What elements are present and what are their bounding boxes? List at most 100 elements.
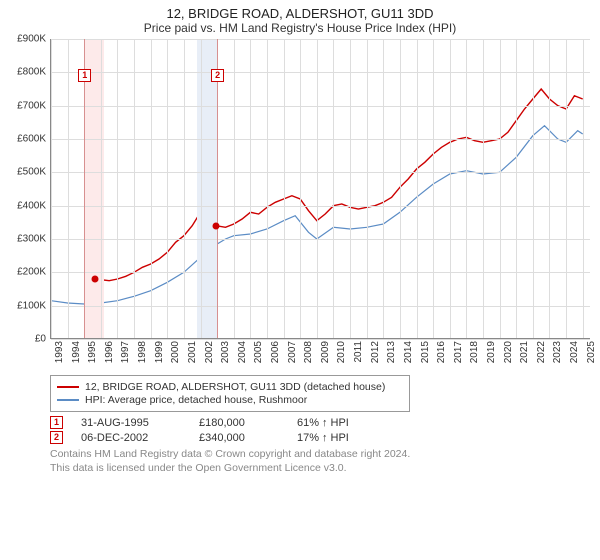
chart-subtitle: Price paid vs. HM Land Registry's House …	[8, 21, 592, 35]
gridline-vertical	[101, 39, 102, 338]
x-axis-label: 2019	[486, 341, 497, 363]
x-axis-label: 2009	[320, 341, 331, 363]
gridline-horizontal	[51, 72, 590, 73]
x-axis-label: 1996	[104, 341, 115, 363]
footer-line-1: Contains HM Land Registry data © Crown c…	[50, 448, 592, 462]
plot-region: 12	[50, 39, 590, 339]
gridline-horizontal	[51, 39, 590, 40]
chart-container: 12, BRIDGE ROAD, ALDERSHOT, GU11 3DD Pri…	[0, 0, 600, 560]
marker-point	[212, 222, 219, 229]
x-axis-label: 2004	[237, 341, 248, 363]
gridline-vertical	[267, 39, 268, 338]
x-axis-label: 2000	[170, 341, 181, 363]
x-axis-label: 2015	[420, 341, 431, 363]
x-axis-label: 1999	[154, 341, 165, 363]
y-axis-label: £100K	[8, 300, 46, 311]
gridline-horizontal	[51, 272, 590, 273]
marker-box: 1	[78, 69, 91, 82]
gridline-vertical	[68, 39, 69, 338]
data-rows: 131-AUG-1995£180,00061%↑HPI206-DEC-2002£…	[8, 416, 592, 444]
x-axis-label: 2016	[436, 341, 447, 363]
x-axis-label: 2025	[586, 341, 597, 363]
gridline-horizontal	[51, 106, 590, 107]
y-axis-label: £0	[8, 334, 46, 345]
x-axis-label: 2003	[220, 341, 231, 363]
x-axis-label: 2020	[503, 341, 514, 363]
gridline-vertical	[234, 39, 235, 338]
x-axis-label: 1993	[54, 341, 65, 363]
x-axis-label: 2010	[336, 341, 347, 363]
x-axis-label: 2005	[253, 341, 264, 363]
line-series-svg	[51, 39, 591, 339]
legend-item: HPI: Average price, detached house, Rush…	[57, 394, 403, 406]
gridline-horizontal	[51, 172, 590, 173]
x-axis-label: 2024	[569, 341, 580, 363]
gridline-vertical	[583, 39, 584, 338]
x-axis-label: 2021	[519, 341, 530, 363]
x-axis-label: 2012	[370, 341, 381, 363]
arrow-up-icon: ↑	[322, 417, 328, 429]
gridline-horizontal	[51, 339, 590, 340]
row-price: £340,000	[199, 432, 279, 444]
x-axis-label: 1995	[87, 341, 98, 363]
x-axis-label: 2022	[536, 341, 547, 363]
marker-box: 2	[211, 69, 224, 82]
gridline-vertical	[350, 39, 351, 338]
series-line	[95, 89, 583, 281]
x-axis-label: 2011	[353, 341, 364, 363]
gridline-horizontal	[51, 139, 590, 140]
legend-item: 12, BRIDGE ROAD, ALDERSHOT, GU11 3DD (de…	[57, 381, 403, 393]
x-axis-label: 1998	[137, 341, 148, 363]
x-axis-label: 2023	[552, 341, 563, 363]
row-hpi-label: HPI	[331, 432, 349, 444]
legend-label: 12, BRIDGE ROAD, ALDERSHOT, GU11 3DD (de…	[85, 381, 385, 393]
row-marker-box: 2	[50, 431, 63, 444]
x-axis-label: 2006	[270, 341, 281, 363]
row-hpi-label: HPI	[331, 417, 349, 429]
legend: 12, BRIDGE ROAD, ALDERSHOT, GU11 3DD (de…	[50, 375, 410, 412]
footer-line-2: This data is licensed under the Open Gov…	[50, 462, 592, 476]
gridline-vertical	[400, 39, 401, 338]
row-date: 06-DEC-2002	[81, 432, 181, 444]
legend-label: HPI: Average price, detached house, Rush…	[85, 394, 307, 406]
x-axis-label: 2017	[453, 341, 464, 363]
gridline-vertical	[317, 39, 318, 338]
gridline-vertical	[151, 39, 152, 338]
gridline-vertical	[250, 39, 251, 338]
x-axis-label: 2013	[386, 341, 397, 363]
chart-area: 12 £0£100K£200K£300K£400K£500K£600K£700K…	[8, 39, 592, 369]
gridline-vertical	[284, 39, 285, 338]
gridline-horizontal	[51, 206, 590, 207]
gridline-vertical	[417, 39, 418, 338]
gridline-vertical	[367, 39, 368, 338]
marker-guide-line	[84, 39, 85, 338]
gridline-vertical	[134, 39, 135, 338]
gridline-vertical	[333, 39, 334, 338]
gridline-vertical	[483, 39, 484, 338]
y-axis-label: £400K	[8, 200, 46, 211]
chart-title: 12, BRIDGE ROAD, ALDERSHOT, GU11 3DD	[8, 6, 592, 21]
row-hpi-pct: 17%	[297, 432, 319, 444]
gridline-vertical	[51, 39, 52, 338]
y-axis-label: £600K	[8, 134, 46, 145]
gridline-vertical	[433, 39, 434, 338]
marker-guide-line	[217, 39, 218, 338]
gridline-vertical	[533, 39, 534, 338]
gridline-vertical	[117, 39, 118, 338]
gridline-vertical	[549, 39, 550, 338]
y-axis-label: £700K	[8, 100, 46, 111]
gridline-vertical	[201, 39, 202, 338]
legend-swatch	[57, 399, 79, 401]
footer-attribution: Contains HM Land Registry data © Crown c…	[50, 448, 592, 475]
row-marker-box: 1	[50, 416, 63, 429]
gridline-vertical	[383, 39, 384, 338]
legend-swatch	[57, 386, 79, 388]
gridline-vertical	[184, 39, 185, 338]
y-axis-label: £500K	[8, 167, 46, 178]
x-axis-label: 2007	[287, 341, 298, 363]
x-axis-label: 2001	[187, 341, 198, 363]
x-axis-label: 1994	[71, 341, 82, 363]
x-axis-label: 2018	[469, 341, 480, 363]
gridline-horizontal	[51, 239, 590, 240]
x-axis-label: 2002	[204, 341, 215, 363]
